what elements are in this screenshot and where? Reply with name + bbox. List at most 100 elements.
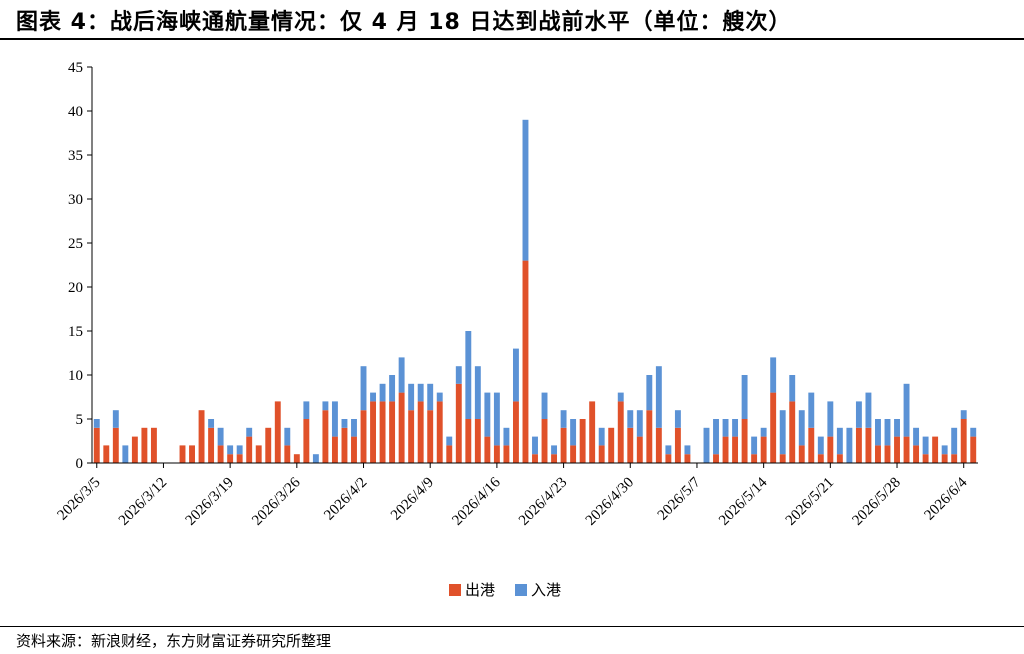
- bar-inbound: [455, 366, 462, 384]
- source-note: 资料来源：新浪财经，东方财富证券研究所整理: [16, 632, 332, 650]
- bar-outbound: [970, 436, 977, 463]
- bar-outbound: [732, 436, 739, 463]
- legend-label-outbound: 出港: [465, 582, 495, 599]
- bar-inbound: [855, 401, 862, 428]
- bar-outbound: [875, 445, 881, 463]
- bar-inbound: [398, 357, 405, 393]
- bar-inbound: [522, 119, 529, 261]
- bar-outbound: [665, 454, 672, 463]
- bar-outbound: [532, 454, 538, 463]
- bar-inbound: [951, 427, 958, 455]
- bar-outbound: [608, 427, 615, 463]
- bar-outbound: [351, 436, 357, 463]
- bar-inbound: [541, 392, 548, 419]
- bar-inbound: [227, 445, 234, 455]
- bar-inbound: [751, 436, 758, 455]
- y-tick-label: 10: [68, 368, 83, 384]
- bar-outbound: [293, 454, 300, 463]
- y-tick-label: 5: [76, 412, 84, 428]
- bar-outbound: [741, 419, 748, 463]
- x-tick-label: 2026/3/26: [249, 474, 304, 529]
- bar-inbound: [960, 410, 967, 419]
- bar-outbound: [655, 427, 662, 463]
- bar-inbound: [465, 331, 472, 419]
- y-tick-label: 45: [68, 60, 83, 76]
- bar-outbound: [760, 436, 767, 463]
- bar-outbound: [179, 445, 186, 463]
- legend-swatch-inbound: [515, 584, 527, 596]
- y-tick-label: 20: [68, 280, 83, 296]
- bar-outbound: [131, 436, 138, 463]
- bar-outbound: [836, 454, 843, 463]
- bar-outbound: [636, 436, 643, 463]
- bar-inbound: [493, 392, 500, 446]
- x-tick-label: 2026/5/14: [716, 474, 771, 529]
- bar-outbound: [770, 392, 777, 463]
- bar-outbound: [265, 427, 272, 463]
- bar-inbound: [875, 419, 881, 446]
- bar-outbound: [446, 445, 453, 463]
- bar-inbound: [360, 366, 367, 411]
- bar-outbound: [579, 419, 586, 463]
- chart-title: 图表 4：战后海峡通航量情况：仅 4 月 18 日达到战前水平（单位：艘次）: [16, 10, 792, 35]
- bar-inbound: [532, 436, 538, 455]
- bar-outbound: [922, 454, 929, 463]
- x-axis: 2026/3/5 2026/3/12 2026/3/19 2026/3/26 2026/…: [55, 462, 978, 529]
- bar-inbound: [236, 445, 243, 455]
- bar-outbound: [141, 427, 148, 463]
- bar-inbound: [93, 419, 100, 428]
- bar-outbound: [217, 445, 224, 463]
- x-tick-label: 2026/4/16: [449, 474, 504, 529]
- bar-inbound: [817, 436, 824, 455]
- bar-outbound: [589, 401, 596, 463]
- bar-outbound: [322, 410, 329, 463]
- bar-outbound: [379, 401, 386, 463]
- bar-inbound: [913, 427, 920, 446]
- bar-inbound: [560, 410, 567, 428]
- bar-inbound: [827, 401, 834, 437]
- x-tick-label: 2026/3/5: [55, 475, 104, 524]
- y-tick-label: 0: [76, 456, 84, 472]
- bar-outbound: [827, 436, 834, 463]
- bar-outbound: [208, 427, 215, 463]
- bar-outbound: [627, 427, 634, 463]
- bar-outbound: [617, 401, 624, 463]
- bar-inbound: [284, 427, 291, 446]
- bar-outbound: [884, 445, 891, 463]
- bar-inbound: [779, 410, 786, 455]
- bar-inbound: [370, 392, 376, 402]
- bar-outbound: [941, 454, 948, 463]
- x-tick-label: 2026/4/30: [583, 475, 637, 529]
- bar-outbound: [713, 454, 719, 463]
- bar-inbound: [846, 427, 853, 463]
- bar-inbound: [922, 436, 929, 455]
- bar-inbound: [627, 410, 634, 428]
- bar-inbound: [646, 375, 653, 411]
- bar-outbound: [274, 401, 281, 463]
- bar-inbound: [732, 419, 739, 437]
- bar-outbound: [522, 260, 529, 463]
- bar-inbound: [341, 419, 348, 428]
- bar-outbound: [236, 454, 243, 463]
- bar-inbound: [446, 436, 453, 446]
- bar-outbound: [189, 445, 195, 463]
- bar-outbound: [408, 410, 415, 463]
- bar-outbound: [465, 419, 472, 463]
- bar-outbound: [541, 419, 548, 463]
- bar-outbound: [370, 401, 376, 463]
- bar-outbound: [932, 436, 939, 463]
- bar-outbound: [484, 436, 491, 463]
- x-tick-label: 2026/4/2: [321, 475, 370, 524]
- bar-inbound: [741, 375, 748, 419]
- bar-outbound: [798, 445, 805, 463]
- x-tick-label: 2026/5/21: [783, 475, 837, 529]
- bar-inbound: [427, 383, 434, 411]
- bars-group: [93, 119, 977, 463]
- y-tick-label: 40: [68, 104, 83, 120]
- bar-outbound: [503, 445, 510, 463]
- bar-inbound: [713, 419, 719, 455]
- bar-inbound: [246, 427, 253, 437]
- bar-outbound: [246, 436, 253, 463]
- bar-inbound: [122, 445, 129, 463]
